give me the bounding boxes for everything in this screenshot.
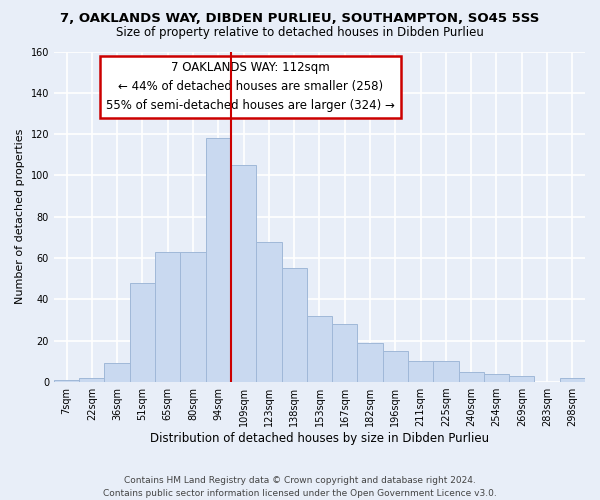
Bar <box>181 252 206 382</box>
X-axis label: Distribution of detached houses by size in Dibden Purlieu: Distribution of detached houses by size … <box>150 432 489 445</box>
Text: Size of property relative to detached houses in Dibden Purlieu: Size of property relative to detached ho… <box>116 26 484 39</box>
Bar <box>509 376 535 382</box>
Bar <box>560 378 585 382</box>
Bar <box>206 138 231 382</box>
Bar <box>104 364 130 382</box>
Bar <box>433 362 458 382</box>
Y-axis label: Number of detached properties: Number of detached properties <box>15 129 25 304</box>
Text: 7 OAKLANDS WAY: 112sqm
← 44% of detached houses are smaller (258)
55% of semi-de: 7 OAKLANDS WAY: 112sqm ← 44% of detached… <box>106 62 395 112</box>
Bar <box>231 165 256 382</box>
Bar <box>281 268 307 382</box>
Bar <box>256 242 281 382</box>
Bar <box>358 343 383 382</box>
Bar <box>130 283 155 382</box>
Bar <box>79 378 104 382</box>
Bar <box>408 362 433 382</box>
Bar <box>54 380 79 382</box>
Bar <box>458 372 484 382</box>
Text: 7, OAKLANDS WAY, DIBDEN PURLIEU, SOUTHAMPTON, SO45 5SS: 7, OAKLANDS WAY, DIBDEN PURLIEU, SOUTHAM… <box>61 12 539 26</box>
Bar <box>484 374 509 382</box>
Text: Contains HM Land Registry data © Crown copyright and database right 2024.
Contai: Contains HM Land Registry data © Crown c… <box>103 476 497 498</box>
Bar <box>332 324 358 382</box>
Bar <box>383 351 408 382</box>
Bar <box>155 252 181 382</box>
Bar <box>307 316 332 382</box>
